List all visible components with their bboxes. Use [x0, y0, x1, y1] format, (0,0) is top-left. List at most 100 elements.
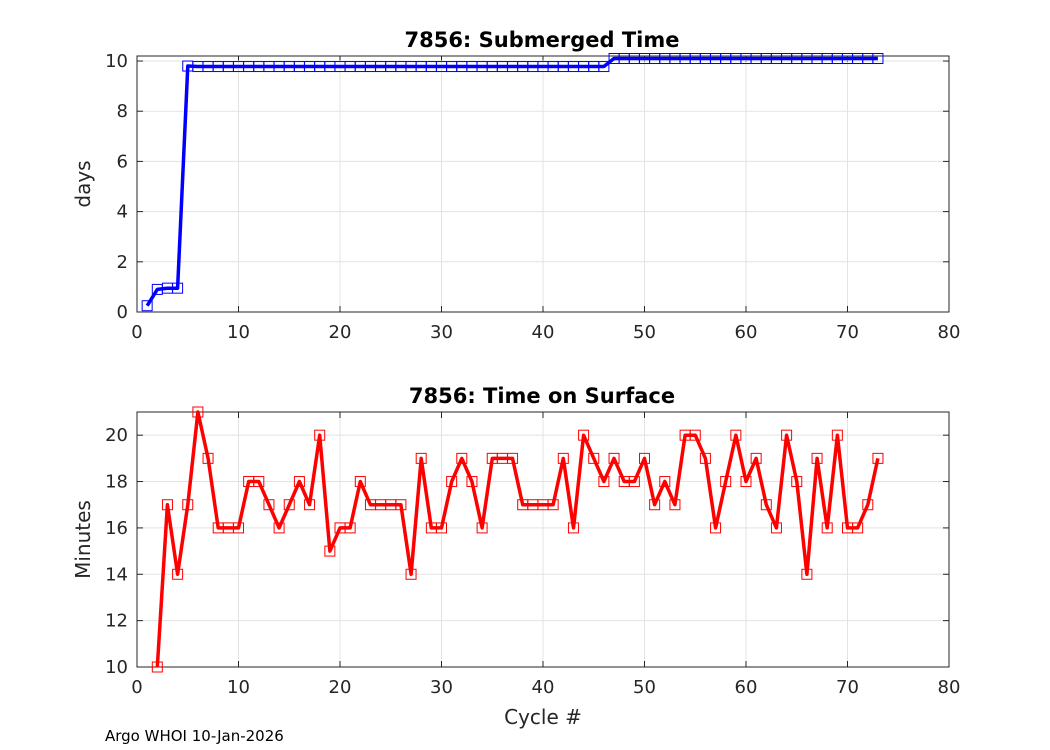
x-tick-label: 70 — [836, 677, 859, 698]
chart-title: 7856: Time on Surface — [409, 384, 675, 408]
data-point — [202, 452, 214, 464]
x-tick-label: 80 — [938, 322, 961, 343]
data-point — [324, 545, 336, 557]
data-point — [161, 499, 173, 511]
x-tick-label: 70 — [836, 322, 859, 343]
data-point — [801, 568, 813, 580]
x-tick-label: 0 — [131, 322, 142, 343]
y-tick-label: 0 — [117, 302, 128, 323]
x-axis-label: Cycle # — [504, 705, 582, 729]
x-tick-label: 50 — [633, 322, 656, 343]
y-tick-label: 2 — [117, 252, 128, 273]
data-point — [263, 499, 275, 511]
data-point — [588, 452, 600, 464]
data-point — [852, 522, 864, 534]
data-point — [740, 476, 752, 488]
data-point — [415, 452, 427, 464]
data-point — [821, 522, 833, 534]
x-tick-label: 80 — [938, 677, 961, 698]
data-point — [689, 429, 701, 441]
data-point — [730, 429, 742, 441]
data-point — [557, 452, 569, 464]
x-tick-label: 40 — [532, 677, 555, 698]
data-point — [628, 476, 640, 488]
x-tick-label: 20 — [329, 677, 352, 698]
data-point — [151, 661, 163, 673]
x-tick-label: 20 — [329, 322, 352, 343]
axes-frame — [136, 55, 950, 313]
data-point — [293, 476, 305, 488]
x-tick-label: 0 — [131, 677, 142, 698]
data-point — [182, 499, 194, 511]
x-tick-label: 30 — [430, 322, 453, 343]
data-point — [639, 452, 650, 464]
data-point — [314, 429, 326, 441]
data-point — [141, 300, 153, 312]
axes-frame — [136, 411, 950, 668]
data-point — [192, 406, 204, 418]
data-point — [598, 61, 610, 73]
data-point — [344, 522, 356, 534]
data-point — [436, 522, 447, 534]
data-point — [872, 452, 884, 464]
data-point — [283, 499, 295, 511]
data-point — [608, 452, 620, 464]
data-point — [567, 522, 579, 534]
x-tick-label: 50 — [633, 677, 656, 698]
submerged-time-chart: 0 10 20 30 40 50 60 70 80 0 2 4 6 8 10 7856: Submerged … — [71, 28, 960, 343]
data-point — [720, 476, 732, 488]
data-point — [233, 522, 244, 534]
data-point — [273, 522, 285, 534]
data-point — [578, 429, 590, 441]
series-line — [145, 56, 878, 307]
data-point — [750, 452, 762, 464]
y-axis-label: days — [71, 160, 95, 207]
series-line — [155, 410, 880, 668]
x-tick-label: 10 — [227, 677, 250, 698]
data-point — [598, 476, 610, 488]
data-point — [770, 522, 782, 534]
data-point — [699, 452, 711, 464]
y-tick-label: 4 — [117, 202, 128, 223]
data-point — [811, 452, 823, 464]
data-point — [172, 568, 184, 580]
data-point — [446, 476, 458, 488]
x-tick-label: 30 — [430, 677, 453, 698]
chart-title: 7856: Submerged Time — [404, 28, 679, 52]
data-point — [669, 499, 681, 511]
x-tick-label: 60 — [735, 322, 758, 343]
data-point — [649, 499, 661, 511]
data-point — [659, 476, 671, 488]
y-tick-label: 12 — [105, 611, 128, 632]
data-point — [507, 452, 519, 464]
data-point — [466, 476, 478, 488]
y-tick-label: 18 — [105, 472, 128, 493]
data-point — [547, 499, 559, 511]
data-point — [476, 522, 488, 534]
data-point — [456, 452, 468, 464]
y-tick-label: 6 — [117, 151, 128, 172]
x-tick-label: 10 — [227, 322, 250, 343]
data-point — [831, 429, 843, 441]
data-point — [862, 499, 874, 511]
data-point — [172, 282, 184, 294]
data-point — [405, 568, 417, 580]
y-tick-label: 14 — [105, 564, 128, 585]
x-tick-label: 60 — [735, 677, 758, 698]
x-tick-label: 40 — [532, 322, 555, 343]
y-tick-label: 20 — [105, 425, 128, 446]
data-point — [304, 499, 316, 511]
data-point — [354, 476, 366, 488]
y-tick-label: 8 — [117, 101, 128, 122]
data-point — [395, 499, 407, 511]
footer-credit: Argo WHOI 10-Jan-2026 — [105, 727, 284, 745]
y-tick-label: 10 — [105, 51, 128, 72]
data-point — [872, 53, 884, 65]
y-tick-label: 16 — [105, 518, 128, 539]
data-point — [760, 499, 772, 511]
data-point — [710, 522, 722, 534]
y-tick-label: 10 — [105, 657, 128, 678]
y-axis-label: Minutes — [71, 500, 95, 579]
